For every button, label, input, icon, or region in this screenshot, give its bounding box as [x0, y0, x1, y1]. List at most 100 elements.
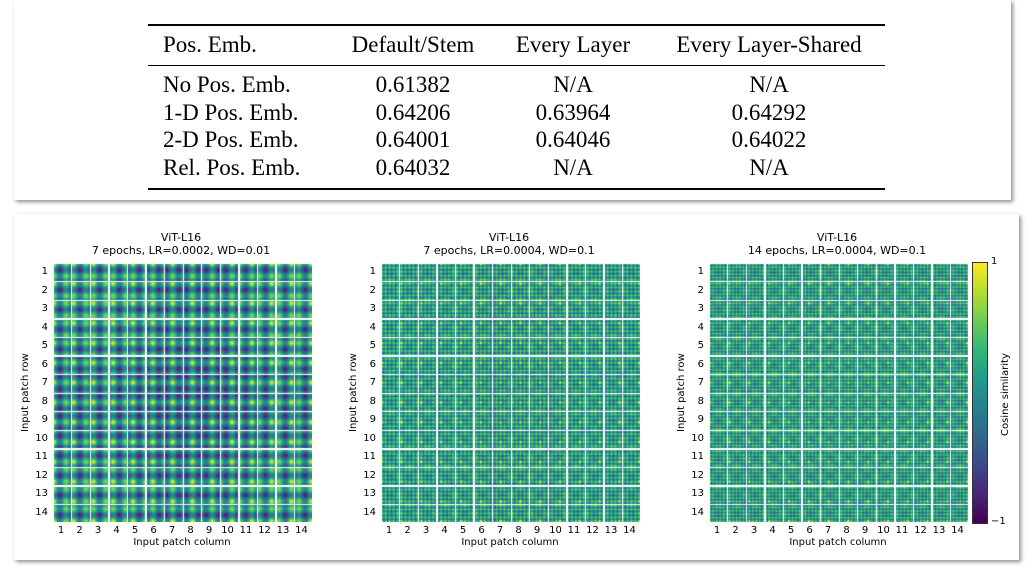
row-tick-label: 6	[369, 358, 376, 370]
column-tick-label: 6	[150, 525, 157, 536]
y-axis-label: Input patch row	[676, 353, 687, 432]
column-tick-label: 7	[496, 525, 504, 536]
x-axis-label: Input patch column	[789, 537, 887, 548]
row-tick-label: 7	[41, 377, 48, 388]
row-tick-label: 11	[691, 451, 704, 462]
row-tick-label: 2	[697, 284, 704, 296]
heatmap-grid	[708, 262, 968, 522]
table-cell: 0.61382	[375, 72, 451, 97]
column-tick-label: 13	[276, 525, 290, 536]
row-tick-label: 14	[691, 506, 704, 518]
row-tick-label: 10	[691, 432, 704, 444]
table-cell: 0.63964	[535, 99, 611, 125]
row-tick-label: 2	[41, 284, 48, 296]
column-tick-label: 12	[914, 525, 927, 536]
row-tick-label: 8	[697, 395, 704, 407]
y-axis-label: Input patch row	[348, 353, 359, 432]
plot-subtitle: 7 epochs, LR=0.0004, WD=0.1	[423, 244, 595, 257]
column-tick-label: 6	[478, 525, 485, 536]
row-tick-label: 2	[369, 284, 376, 296]
plot-title: ViT-L16	[488, 231, 530, 244]
row-tick-label: 13	[363, 488, 376, 499]
table-cell: 1-D Pos. Emb.	[163, 99, 299, 125]
row-tick-label: 8	[41, 395, 48, 407]
column-tick-label: 11	[567, 525, 581, 536]
x-axis-label: Input patch column	[461, 537, 559, 548]
column-tick-label: 4	[769, 525, 776, 536]
column-tick-label: 1	[713, 525, 721, 536]
row-tick-label: 3	[41, 303, 48, 314]
heatmap-grid	[380, 262, 640, 522]
column-tick-label: 6	[806, 525, 813, 536]
column-tick-label: 3	[422, 525, 430, 536]
table-cell: 0.64032	[375, 155, 451, 181]
column-tick-label: 13	[932, 525, 946, 536]
table-cell: 2-D Pos. Emb.	[163, 127, 299, 153]
table-cell: N/A	[749, 155, 789, 181]
row-tick-label: 5	[41, 340, 48, 351]
column-tick-label: 10	[221, 525, 234, 536]
column-header: Every Layer	[515, 32, 631, 57]
column-tick-label: 3	[94, 525, 102, 536]
row-tick-label: 3	[697, 303, 704, 314]
table-cell: 0.64046	[535, 127, 611, 153]
column-tick-label: 12	[586, 525, 599, 536]
column-tick-label: 5	[459, 525, 467, 536]
column-header: Every Layer-Shared	[676, 32, 862, 57]
row-tick-label: 12	[35, 469, 48, 481]
row-tick-label: 4	[41, 321, 48, 333]
results-table: Pos. Emb. Default/Stem Every Layer Every La…	[14, 0, 1011, 200]
column-tick-label: 11	[239, 525, 253, 536]
column-tick-label: 2	[404, 525, 411, 536]
similarity-figure: ViT-L16 7 epochs, LR=0.0002, WD=0.01 1 1 2 2 3…	[14, 214, 1019, 560]
column-tick-label: 14	[623, 525, 636, 536]
column-tick-label: 10	[549, 525, 562, 536]
table-cell: N/A	[553, 155, 593, 181]
row-tick-label: 7	[369, 377, 376, 388]
table-cell: Rel. Pos. Emb.	[163, 155, 301, 181]
column-tick-label: 3	[750, 525, 758, 536]
plot-title: ViT-L16	[816, 231, 858, 244]
header-rule	[148, 65, 885, 66]
row-tick-label: 9	[41, 414, 48, 425]
plot-subtitle: 7 epochs, LR=0.0002, WD=0.01	[91, 244, 271, 257]
table-cell: N/A	[749, 72, 789, 97]
row-tick-label: 13	[35, 488, 48, 499]
row-tick-label: 12	[691, 469, 704, 481]
column-tick-label: 7	[824, 525, 832, 536]
column-tick-label: 9	[205, 525, 213, 536]
y-axis-label: Input patch row	[20, 353, 31, 432]
row-tick-label: 6	[697, 358, 704, 370]
x-axis-label: Input patch column	[133, 537, 231, 548]
column-tick-label: 8	[843, 525, 850, 536]
colorbar-label: Cosine similarity	[1000, 353, 1011, 436]
column-header: Pos. Emb.	[163, 32, 257, 57]
column-tick-label: 4	[441, 525, 448, 536]
column-tick-label: 1	[385, 525, 393, 536]
row-tick-label: 13	[691, 488, 704, 499]
column-tick-label: 13	[604, 525, 618, 536]
row-tick-label: 14	[363, 506, 376, 518]
row-tick-label: 1	[369, 266, 376, 277]
plot-title: ViT-L16	[160, 231, 202, 244]
row-tick-label: 11	[363, 451, 376, 462]
table-cell: 0.64292	[731, 99, 807, 125]
plot-subtitle: 14 epochs, LR=0.0004, WD=0.1	[747, 244, 927, 257]
row-tick-label: 11	[35, 451, 48, 462]
column-tick-label: 7	[168, 525, 176, 536]
row-tick-label: 7	[697, 377, 704, 388]
table-cell: No Pos. Emb.	[163, 72, 291, 97]
column-tick-label: 9	[533, 525, 541, 536]
row-tick-label: 3	[369, 303, 376, 314]
row-tick-label: 10	[35, 432, 48, 444]
column-tick-label: 11	[895, 525, 909, 536]
row-tick-label: 5	[369, 340, 376, 351]
column-tick-label: 1	[57, 525, 65, 536]
column-tick-label: 9	[861, 525, 869, 536]
row-tick-label: 9	[697, 414, 704, 425]
column-tick-label: 8	[187, 525, 194, 536]
column-tick-label: 12	[258, 525, 271, 536]
column-tick-label: 5	[787, 525, 795, 536]
table-cell: 0.64001	[375, 127, 451, 153]
row-tick-label: 9	[369, 414, 376, 425]
